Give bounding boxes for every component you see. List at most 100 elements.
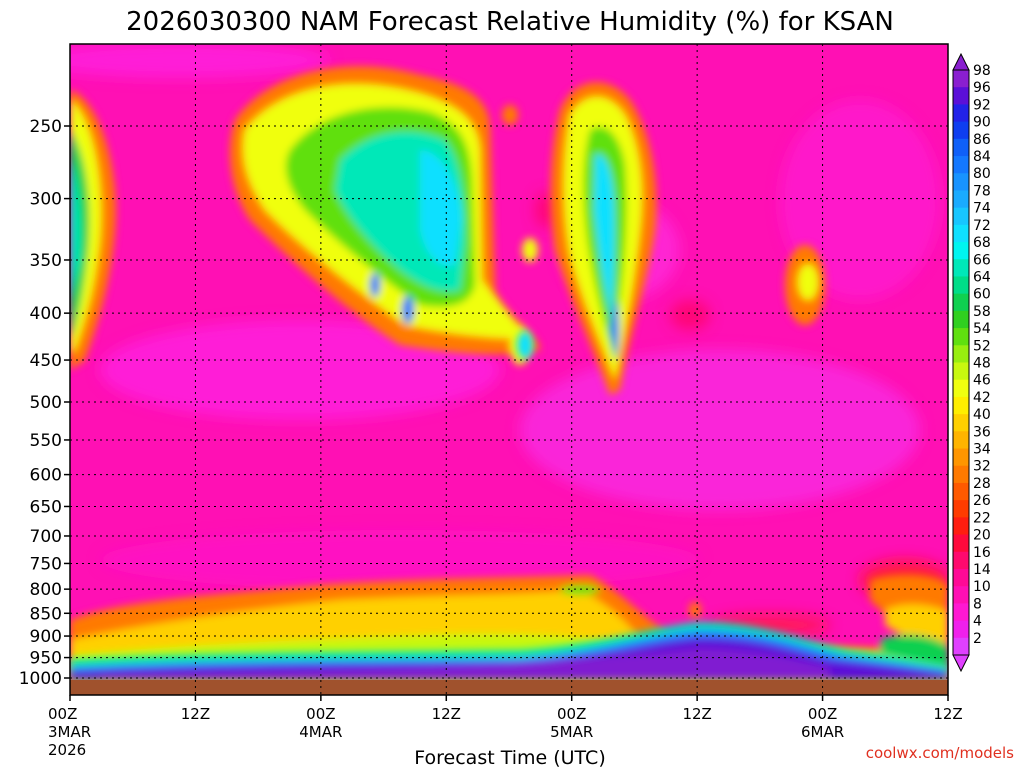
x-tick-label: 00Z [306, 705, 335, 723]
colorbar-tick-label: 98 [973, 63, 991, 79]
colorbar-swatch [953, 482, 969, 501]
colorbar-tick-label: 80 [973, 166, 991, 182]
colorbar-tick-label: 58 [973, 304, 991, 320]
y-tick-label: 450 [30, 351, 62, 371]
colorbar-tick-label: 74 [973, 201, 991, 217]
colorbar-swatch [953, 345, 969, 363]
colorbar-swatch [953, 138, 969, 157]
colorbar-tick-label: 72 [973, 218, 991, 234]
colorbar-tick-label: 90 [973, 115, 991, 131]
y-tick-label: 500 [30, 393, 62, 413]
x-tick-date: 5MAR [550, 723, 593, 741]
colorbar-tick-label: 8 [973, 596, 982, 612]
colorbar-top-arrow [952, 52, 970, 71]
upper-moist-band-4mar [230, 66, 540, 365]
colorbar-tick-label: 46 [973, 373, 991, 389]
terrain-band [70, 680, 948, 695]
y-tick-label: 850 [30, 604, 62, 624]
colorbar-swatch [953, 500, 969, 518]
colorbar-tick-label: 86 [973, 132, 991, 148]
colorbar-tick-label: 16 [973, 545, 991, 561]
x-axis-label: Forecast Time (UTC) [414, 747, 605, 768]
colorbar-swatch [953, 551, 969, 570]
colorbar-tick-label: 78 [973, 183, 991, 199]
colorbar-swatch [953, 517, 969, 536]
colorbar-tick-label: 64 [973, 269, 991, 285]
colorbar-swatch [953, 70, 969, 88]
colorbar-tick-label: 68 [973, 235, 991, 251]
x-tick-date: 4MAR [299, 723, 342, 741]
chart-title: 2026030300 NAM Forecast Relative Humidit… [126, 7, 894, 37]
colorbar-swatch [953, 121, 969, 140]
x-tick-date: 3MAR [48, 723, 91, 741]
x-tick-label: 12Z [933, 705, 962, 723]
y-tick-label: 900 [30, 627, 62, 647]
colorbar-tick-label: 48 [973, 356, 991, 372]
colorbar-bottom-arrow [952, 654, 970, 673]
y-tick-label: 700 [30, 527, 62, 547]
colorbar-swatch [953, 396, 969, 415]
colorbar-tick-label: 28 [973, 476, 991, 492]
colorbar-swatch [953, 465, 969, 484]
colorbar-swatch [953, 276, 969, 295]
colorbar-swatch [953, 87, 969, 105]
colorbar-swatch [953, 568, 969, 587]
y-tick-label: 400 [30, 304, 62, 324]
colorbar-tick-label: 92 [973, 97, 991, 113]
y-tick-label: 750 [30, 554, 62, 574]
colorbar-tick-label: 32 [973, 459, 991, 475]
x-tick-label: 12Z [682, 705, 711, 723]
colorbar-swatch [953, 603, 969, 622]
colorbar: 9896929086848078747268666460585452484642… [952, 52, 991, 673]
plot-frame [69, 43, 949, 696]
colorbar-swatch [953, 242, 969, 260]
colorbar-swatch [953, 104, 969, 123]
x-tick-label: 12Z [181, 705, 210, 723]
colorbar-swatch [953, 259, 969, 277]
colorbar-tick-label: 36 [973, 424, 991, 440]
y-tick-label: 600 [30, 466, 62, 486]
colorbar-tick-label: 10 [973, 579, 991, 595]
y-axis: 250 300 350 400 450 500 550 600 650 700 750 800 850 9… [19, 117, 70, 689]
x-tick-year: 2026 [48, 741, 86, 759]
x-tick-label: 12Z [432, 705, 461, 723]
colorbar-swatch [953, 379, 969, 398]
colorbar-tick-label: 84 [973, 149, 991, 165]
colorbar-tick-label: 34 [973, 442, 991, 458]
y-tick-label: 300 [30, 190, 62, 210]
colorbar-tick-label: 22 [973, 510, 991, 526]
y-tick-label: 550 [30, 431, 62, 451]
colorbar-swatch [953, 156, 969, 174]
colorbar-tick-label: 96 [973, 80, 991, 96]
x-tick-date: 6MAR [801, 723, 844, 741]
colorbar-swatch [953, 190, 969, 209]
colorbar-swatch [953, 293, 969, 312]
colorbar-tick-label: 42 [973, 390, 991, 406]
upper-moist-band-5mar [502, 82, 825, 395]
y-tick-label: 350 [30, 251, 62, 271]
y-tick-label: 250 [30, 117, 62, 137]
colorbar-swatch [953, 414, 969, 432]
colorbar-swatch [953, 620, 969, 639]
colorbar-tick-label: 40 [973, 407, 991, 423]
credit-text: coolwx.com/models [866, 744, 1014, 762]
colorbar-tick-label: 14 [973, 562, 991, 578]
colorbar-tick-label: 2 [973, 631, 982, 647]
upper-moist-start [70, 90, 116, 370]
y-tick-label: 1000 [19, 669, 62, 689]
colorbar-tick-label: 52 [973, 338, 991, 354]
plot-area [70, 44, 948, 695]
colorbar-tick-label: 66 [973, 252, 991, 268]
x-tick-label: 00Z [808, 705, 837, 723]
colorbar-swatch [953, 448, 969, 467]
colorbar-tick-label: 54 [973, 321, 991, 337]
colorbar-swatch [953, 224, 969, 243]
colorbar-swatch [953, 310, 969, 329]
colorbar-swatch [953, 431, 969, 450]
colorbar-swatch [953, 328, 969, 346]
x-tick-label: 00Z [557, 705, 586, 723]
gridlines [69, 44, 949, 695]
colorbar-tick-label: 26 [973, 493, 991, 509]
colorbar-tick-label: 20 [973, 528, 991, 544]
